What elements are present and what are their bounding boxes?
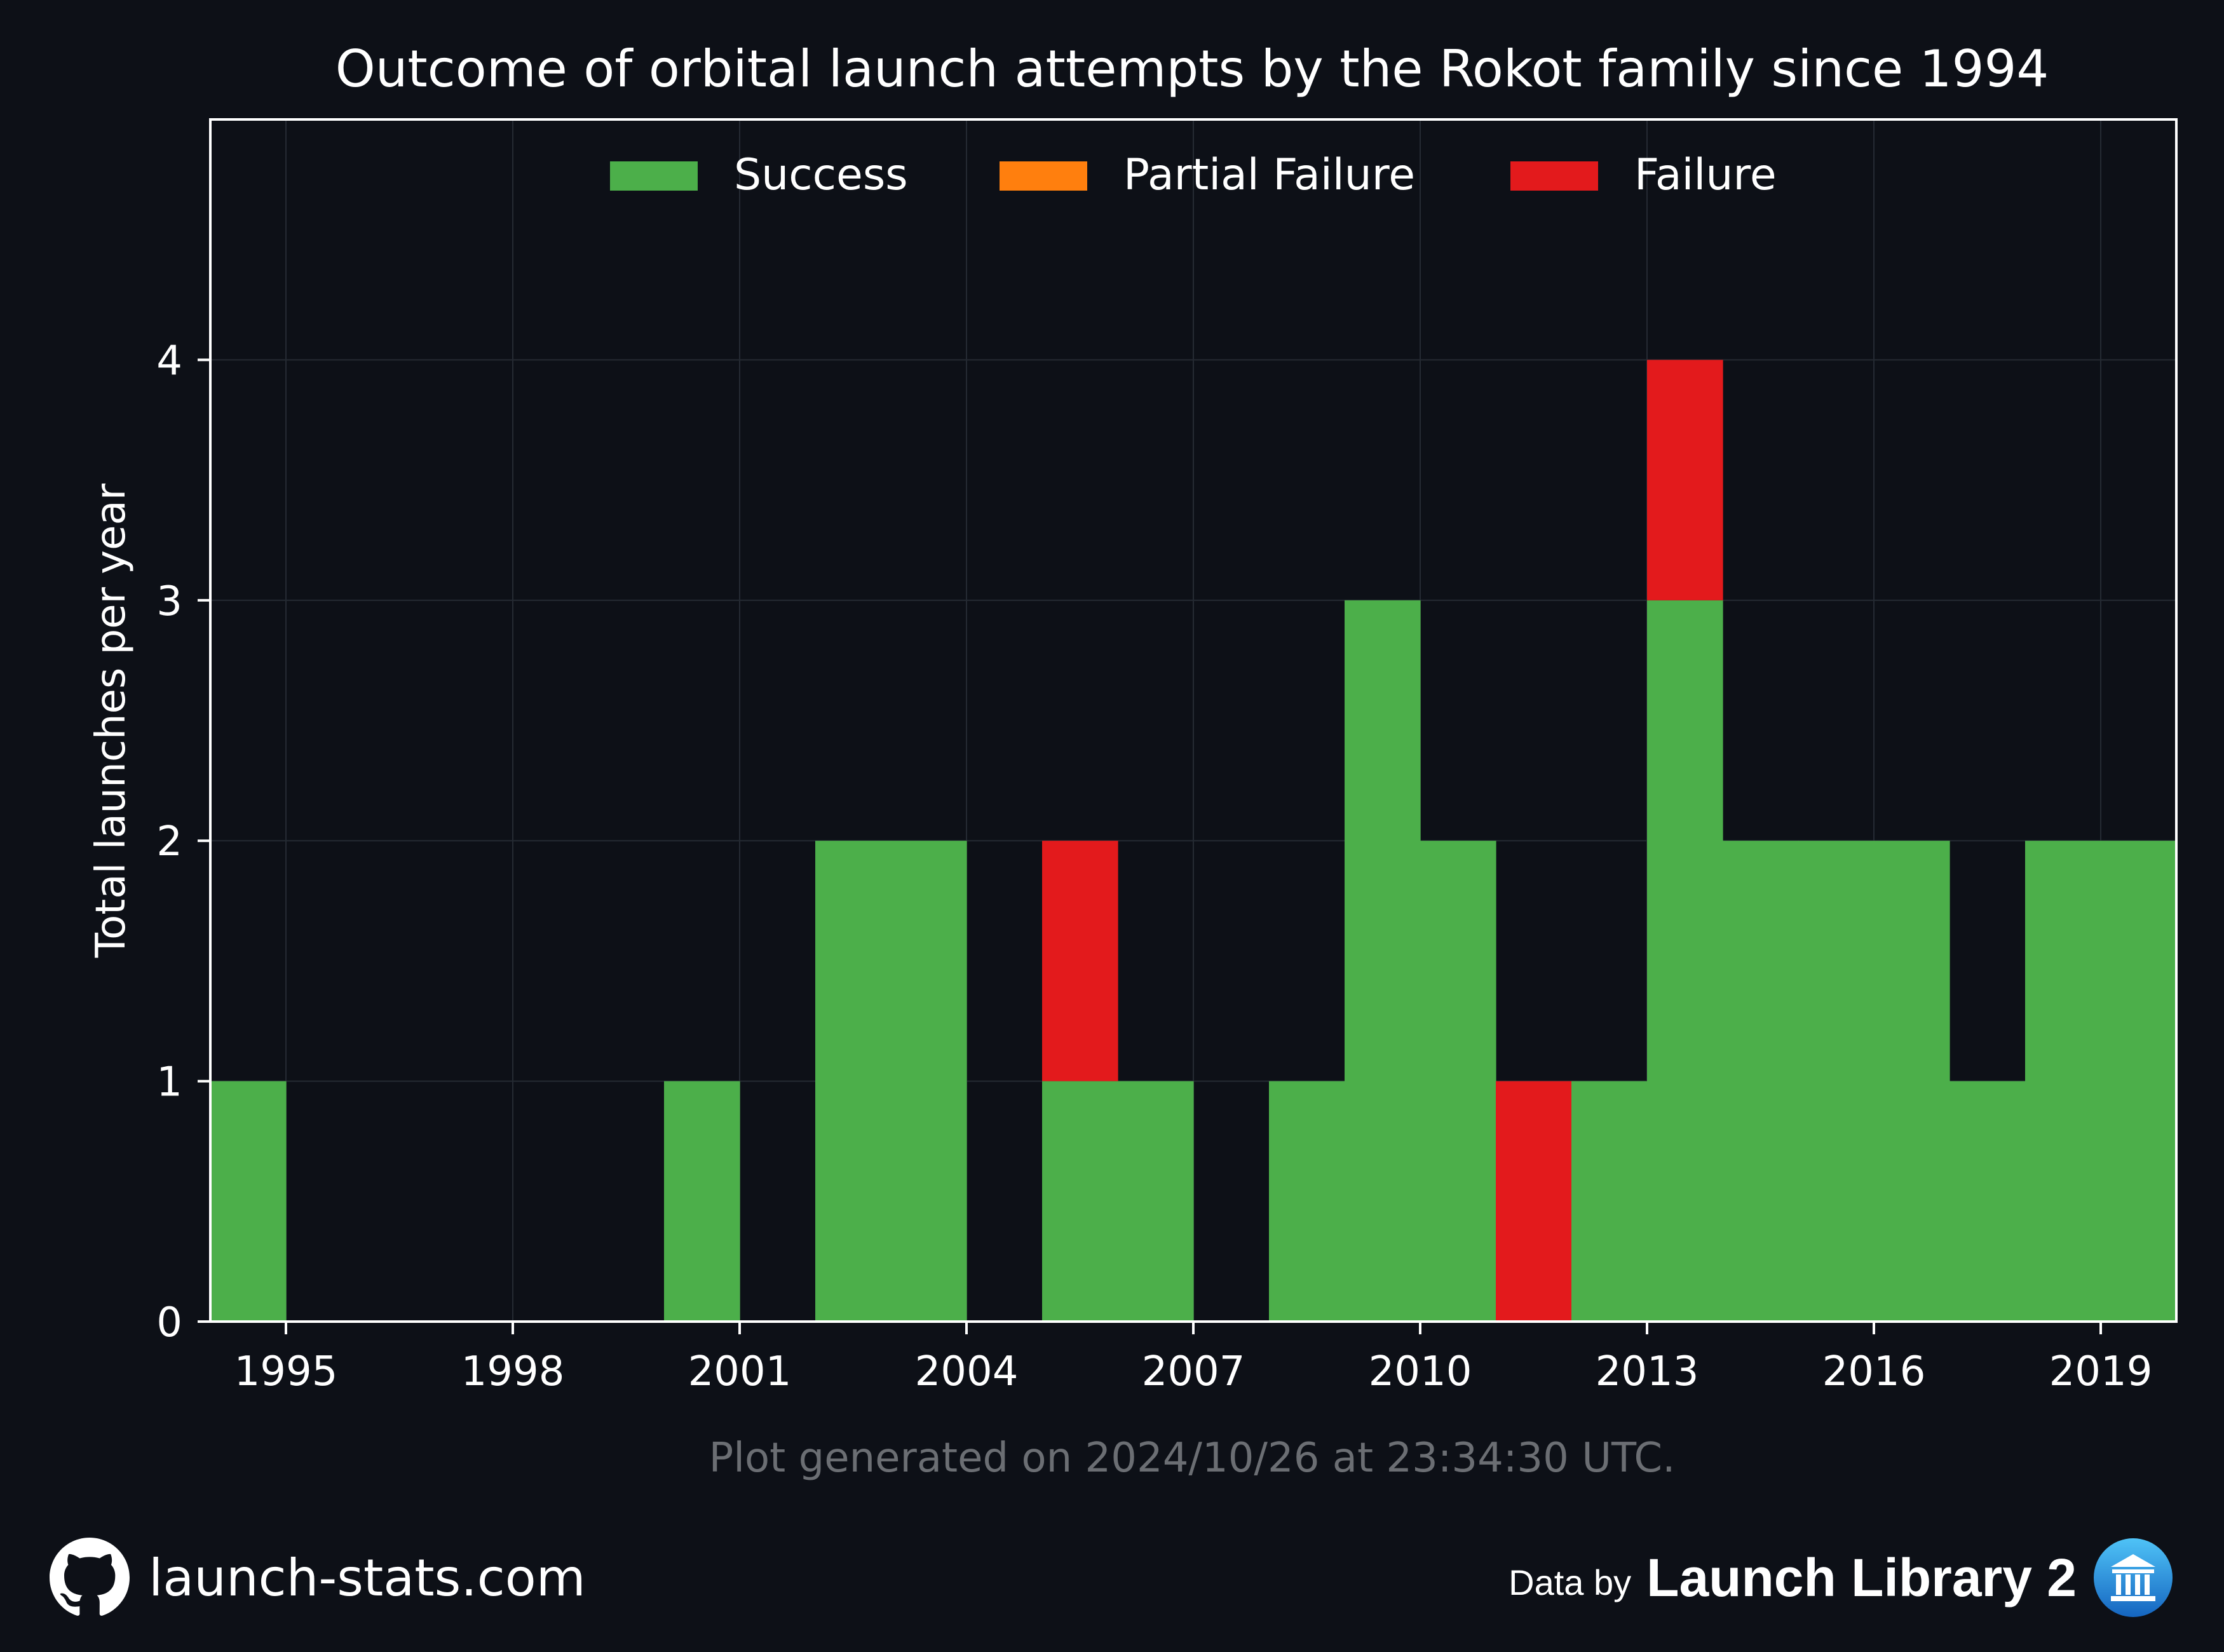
x-tick-label: 2016 bbox=[1822, 1348, 1926, 1395]
chart-title: Outcome of orbital launch attempts by th… bbox=[336, 39, 2049, 98]
launch-library-icon bbox=[2094, 1538, 2173, 1617]
legend-label: Success bbox=[734, 150, 908, 200]
bars bbox=[210, 360, 2177, 1322]
y-tick-label: 4 bbox=[156, 337, 182, 384]
legend-swatch bbox=[1000, 161, 1087, 191]
bar-success bbox=[664, 1081, 740, 1322]
bar-success bbox=[2025, 841, 2101, 1322]
bar-success bbox=[1798, 841, 1875, 1322]
x-tick-label: 1998 bbox=[461, 1348, 565, 1395]
footer-data-credit[interactable]: Data by Launch Library 2 bbox=[1509, 1536, 2174, 1619]
legend-swatch bbox=[1510, 161, 1598, 191]
x-tick-label: 2019 bbox=[2049, 1348, 2153, 1395]
x-tick-label: 2013 bbox=[1596, 1348, 1699, 1395]
data-by-label: Data by bbox=[1509, 1562, 1632, 1602]
bar-success bbox=[815, 841, 892, 1322]
bar-success bbox=[1345, 600, 1421, 1322]
bar-success bbox=[891, 841, 967, 1322]
bar-success bbox=[1420, 841, 1496, 1322]
legend-label: Partial Failure bbox=[1123, 150, 1415, 200]
bar-success bbox=[1269, 1081, 1345, 1322]
bar-failure bbox=[1042, 841, 1118, 1081]
bar-success bbox=[1571, 1081, 1648, 1322]
bar-success bbox=[1949, 1081, 2026, 1322]
x-tick-label: 2010 bbox=[1369, 1348, 1472, 1395]
y-axis-label: Total launches per year bbox=[88, 483, 135, 958]
bar-success bbox=[1723, 841, 1799, 1322]
bar-success bbox=[1874, 841, 1950, 1322]
legend: Success Partial Failure Failure bbox=[610, 150, 1777, 200]
site-label: launch-stats.com bbox=[149, 1548, 586, 1608]
ticks: 1995 1998 2001 2004 2007 2010 2013 2016 2019 0 1 2 3… bbox=[156, 337, 2152, 1395]
x-tick-label: 1995 bbox=[234, 1348, 338, 1395]
footer-site[interactable]: launch-stats.com bbox=[50, 1536, 586, 1619]
bar-failure bbox=[1647, 360, 1723, 600]
y-tick-label: 3 bbox=[156, 578, 182, 625]
generated-annotation: Plot generated on 2024/10/26 at 23:34:30… bbox=[709, 1435, 1676, 1482]
bar-success bbox=[210, 1081, 287, 1322]
x-tick-label: 2007 bbox=[1142, 1348, 1245, 1395]
bar-success bbox=[2101, 841, 2177, 1322]
legend-swatch bbox=[610, 161, 698, 191]
x-tick-label: 2004 bbox=[915, 1348, 1019, 1395]
bar-success bbox=[1042, 1081, 1118, 1322]
x-tick-label: 2001 bbox=[688, 1348, 792, 1395]
y-tick-label: 0 bbox=[156, 1299, 182, 1346]
bar-success bbox=[1118, 1081, 1194, 1322]
bar-failure bbox=[1496, 1081, 1572, 1322]
github-icon bbox=[50, 1538, 130, 1616]
bar-success bbox=[1647, 600, 1723, 1322]
library-label: Launch Library 2 bbox=[1646, 1547, 2077, 1608]
y-tick-label: 1 bbox=[156, 1059, 182, 1106]
legend-label: Failure bbox=[1634, 150, 1777, 200]
y-tick-label: 2 bbox=[156, 818, 182, 865]
